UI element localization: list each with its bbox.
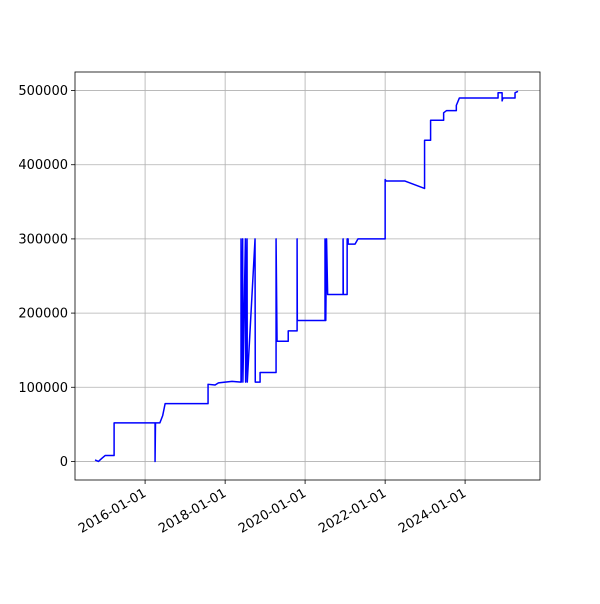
- y-tick-label: 0: [60, 455, 68, 470]
- plot-frame: [74, 71, 541, 481]
- y-tick-label: 100000: [18, 381, 68, 396]
- data-line: [94, 90, 519, 463]
- y-tick-label: 500000: [18, 84, 68, 99]
- y-tick-label: 200000: [18, 307, 68, 322]
- y-tick-label: 400000: [18, 158, 68, 173]
- y-tick-label: 300000: [18, 232, 68, 247]
